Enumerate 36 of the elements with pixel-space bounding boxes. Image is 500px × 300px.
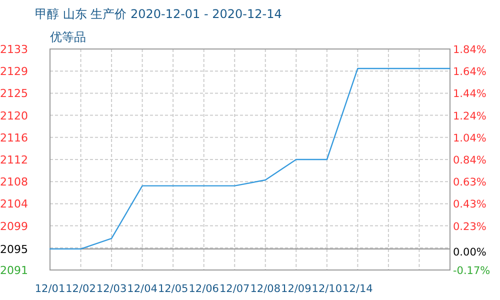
y-tick-label: 2099 (0, 220, 28, 233)
y2-tick-label: 1.84% (453, 44, 486, 56)
x-tick-label: 12/14 (342, 283, 374, 295)
x-tick-label: 12/09 (281, 283, 312, 295)
x-tick-label: 12/05 (158, 283, 188, 295)
y-tick-label: 2108 (0, 176, 28, 189)
chart-subtitle: 优等品 (50, 30, 86, 44)
y-tick-label: 2091 (0, 264, 28, 277)
x-tick-label: 12/06 (188, 283, 220, 295)
y-tick-label: 2129 (0, 65, 28, 78)
x-tick-label: 12/02 (66, 283, 96, 295)
x-tick-label: 12/03 (96, 283, 127, 295)
x-tick-label: 12/10 (312, 283, 342, 295)
y-tick-label: 2104 (0, 198, 28, 211)
x-tick-label: 12/04 (127, 283, 158, 295)
y2-tick-label: 1.64% (453, 66, 486, 78)
y2-tick-label: 1.44% (453, 88, 486, 100)
y2-tick-label: 0.23% (453, 220, 486, 233)
y2-tick-label: 0.63% (453, 176, 486, 189)
y-tick-label: 2120 (0, 109, 28, 122)
y-tick-label: 2116 (0, 131, 28, 144)
y2-tick-label: 0.00% (453, 246, 486, 258)
y2-tick-label: 1.04% (453, 132, 486, 144)
line-series (49, 68, 451, 250)
chart-title: 甲醇 山东 生产价 2020-12-01 - 2020-12-14 (35, 7, 282, 21)
y-tick-label: 2112 (0, 154, 28, 166)
y2-tick-label: -0.17% (453, 265, 490, 277)
y-tick-label: 2095 (0, 242, 28, 256)
y2-tick-label: 0.43% (453, 198, 486, 211)
y-tick-label: 2125 (0, 87, 28, 100)
y-tick-label: 2133 (0, 43, 28, 56)
x-tick-label: 12/07 (219, 283, 250, 295)
y2-tick-label: 1.24% (453, 110, 486, 122)
x-tick-label: 12/08 (250, 283, 281, 295)
x-tick-label: 12/01 (34, 283, 66, 295)
y2-tick-label: 0.84% (453, 154, 486, 166)
